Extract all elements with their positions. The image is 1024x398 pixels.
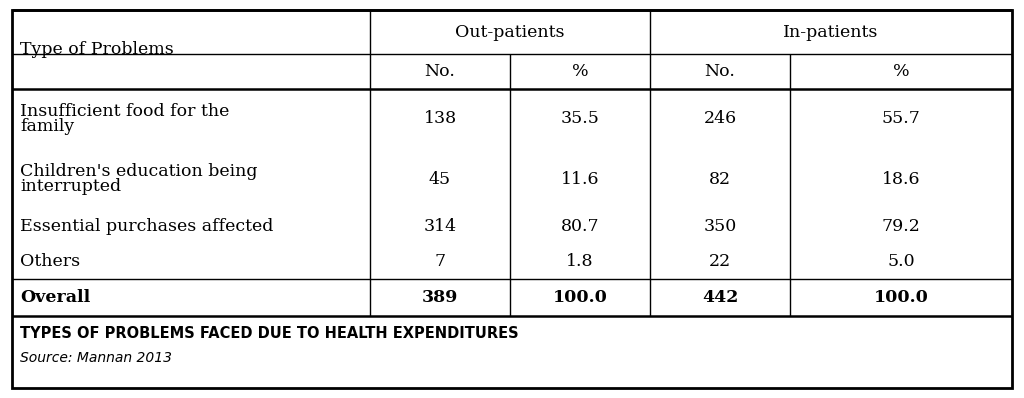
Text: 100.0: 100.0 (553, 289, 607, 306)
Text: Type of Problems: Type of Problems (20, 41, 174, 58)
Text: 55.7: 55.7 (882, 111, 921, 127)
Text: 442: 442 (701, 289, 738, 306)
Text: Others: Others (20, 253, 80, 270)
Text: 350: 350 (703, 218, 736, 235)
Text: %: % (893, 63, 909, 80)
Text: 138: 138 (424, 111, 457, 127)
Text: 35.5: 35.5 (560, 111, 599, 127)
Text: 22: 22 (709, 253, 731, 270)
Text: 100.0: 100.0 (873, 289, 929, 306)
Text: Insufficient food for the: Insufficient food for the (20, 103, 229, 120)
Text: 389: 389 (422, 289, 458, 306)
Text: Overall: Overall (20, 289, 90, 306)
Text: family: family (20, 118, 75, 135)
Text: 80.7: 80.7 (561, 218, 599, 235)
Text: In-patients: In-patients (783, 23, 879, 41)
Text: Source: Mannan 2013: Source: Mannan 2013 (20, 351, 172, 365)
Text: 314: 314 (424, 218, 457, 235)
Text: TYPES OF PROBLEMS FACED DUE TO HEALTH EXPENDITURES: TYPES OF PROBLEMS FACED DUE TO HEALTH EX… (20, 326, 518, 341)
Text: No.: No. (705, 63, 735, 80)
Text: 11.6: 11.6 (561, 171, 599, 188)
Text: 246: 246 (703, 111, 736, 127)
Text: Essential purchases affected: Essential purchases affected (20, 218, 273, 235)
Text: 1.8: 1.8 (566, 253, 594, 270)
Text: Out-patients: Out-patients (456, 23, 565, 41)
Text: %: % (571, 63, 589, 80)
Text: No.: No. (425, 63, 456, 80)
Text: 45: 45 (429, 171, 451, 188)
Text: Children's education being: Children's education being (20, 163, 257, 180)
Text: 79.2: 79.2 (882, 218, 921, 235)
Text: 82: 82 (709, 171, 731, 188)
Text: interrupted: interrupted (20, 178, 121, 195)
Text: 18.6: 18.6 (882, 171, 921, 188)
Text: 5.0: 5.0 (887, 253, 914, 270)
Text: 7: 7 (434, 253, 445, 270)
